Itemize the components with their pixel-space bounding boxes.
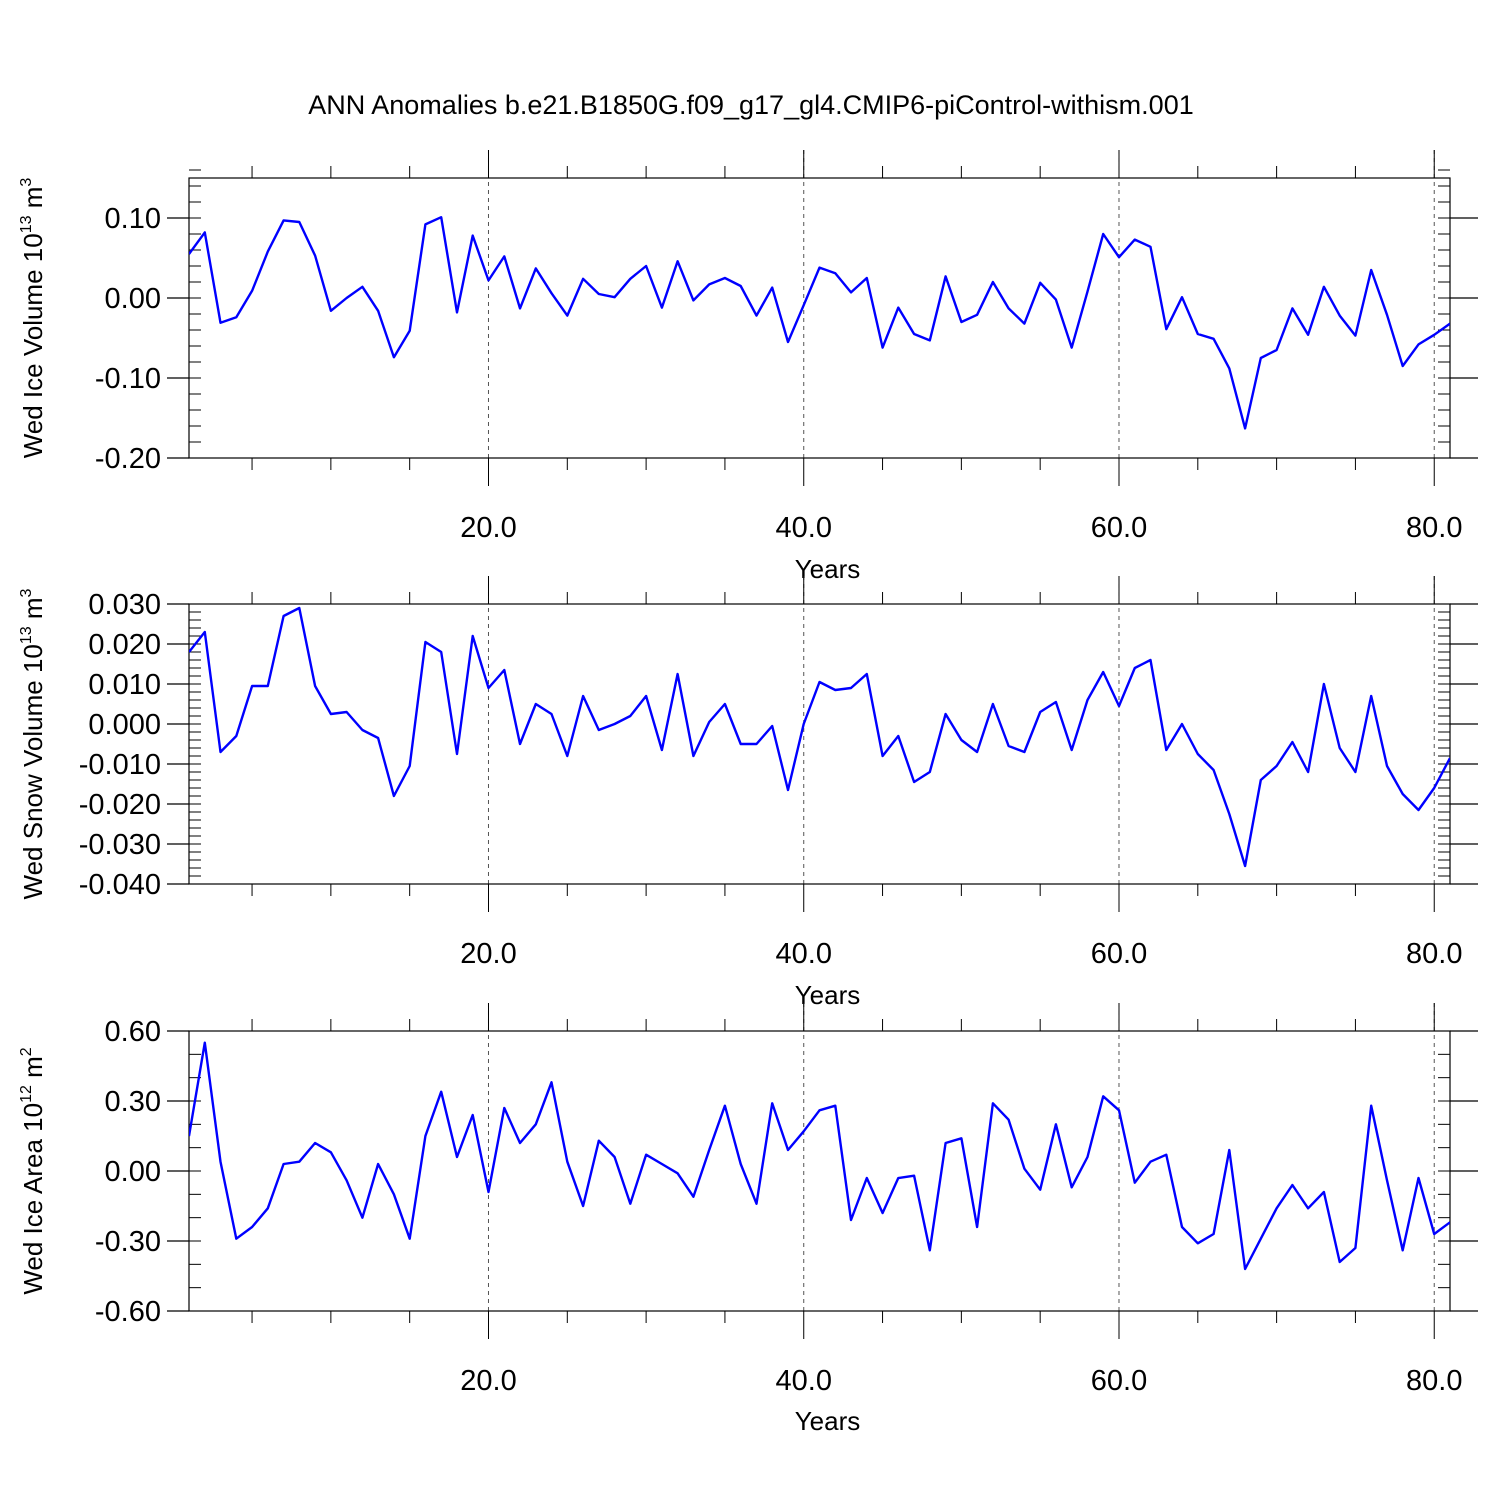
series-line <box>189 1041 1450 1271</box>
y-tick-label: 0.60 <box>105 1016 161 1048</box>
x-tick-label: 80.0 <box>1406 938 1462 970</box>
x-tick-label: 40.0 <box>776 1365 832 1397</box>
y-tick-label: 0.010 <box>88 669 161 701</box>
x-axis-title: Years <box>795 980 861 1010</box>
panel-1: -0.20 -0.10 0.00 0.10 20.0 40.0 60.0 80.0 Years W… <box>18 150 1478 584</box>
x-tick-label: 20.0 <box>460 938 516 970</box>
x-tick-label: 80.0 <box>1406 512 1462 544</box>
panel-2: -0.040 -0.030 -0.020 -0.010 0.000 0.010 0.020 0… <box>18 576 1478 1010</box>
x-tick-label: 60.0 <box>1091 1365 1147 1397</box>
x-tick-label: 40.0 <box>776 938 832 970</box>
y-axis-title: Wed Ice Area 1012 m2 <box>18 1047 48 1294</box>
y-axis-title-text: Wed Ice Volume 10 <box>18 233 48 458</box>
y-tick-label: 0.00 <box>105 283 161 315</box>
y-axis-title: Wed Ice Volume 1013 m3 <box>18 178 48 459</box>
x-tick-label: 40.0 <box>776 512 832 544</box>
y-tick-label: -0.020 <box>79 789 161 821</box>
y-axis-title-unit-exponent: 2 <box>18 1047 35 1056</box>
x-axis-title: Years <box>795 554 861 584</box>
y-tick-label: 0.030 <box>88 589 161 621</box>
y-tick-label: 0.020 <box>88 629 161 661</box>
x-tick-label: 60.0 <box>1091 512 1147 544</box>
series-line <box>189 606 1450 868</box>
y-tick-label: 0.30 <box>105 1086 161 1118</box>
x-tick-label: 20.0 <box>460 1365 516 1397</box>
y-tick-label: -0.60 <box>95 1296 161 1328</box>
plot-frame <box>188 177 1451 459</box>
y-axis-title-unit-exponent: 3 <box>18 588 35 597</box>
series-line <box>189 215 1450 430</box>
y-axis-title-unit: m <box>18 1056 48 1085</box>
figure-title: ANN Anomalies b.e21.B1850G.f09_g17_gl4.C… <box>308 90 1193 120</box>
y-tick-label: -0.30 <box>95 1226 161 1258</box>
y-axis-title-unit: m <box>18 597 48 626</box>
y-tick-label: -0.20 <box>95 443 161 475</box>
y-tick-label: -0.10 <box>95 363 161 395</box>
plot-frame <box>188 603 1451 885</box>
y-tick-label: 0.000 <box>88 709 161 741</box>
y-axis-title-exponent: 13 <box>18 215 35 233</box>
y-axis-title-unit: m <box>18 187 48 216</box>
y-axis-title: Wed Snow Volume 1013 m3 <box>18 588 48 899</box>
y-axis-title-exponent: 13 <box>18 626 35 644</box>
y-axis-title-text: Wed Snow Volume 10 <box>18 644 48 899</box>
panels: -0.20 -0.10 0.00 0.10 20.0 40.0 60.0 80.0 Years W… <box>18 150 1478 1436</box>
y-tick-label: 0.00 <box>105 1156 161 1188</box>
y-axis-title-exponent: 12 <box>18 1085 35 1103</box>
x-tick-label: 60.0 <box>1091 938 1147 970</box>
x-tick-label: 20.0 <box>460 512 516 544</box>
panel-3: -0.60 -0.30 0.00 0.30 0.60 20.0 40.0 60.0 80.0 Ye… <box>18 1003 1478 1436</box>
y-tick-label: -0.040 <box>79 869 161 901</box>
y-tick-label: -0.010 <box>79 749 161 781</box>
plot-frame <box>188 1030 1451 1312</box>
x-axis-title: Years <box>795 1406 861 1436</box>
y-tick-label: 0.10 <box>105 203 161 235</box>
y-axis-title-unit-exponent: 3 <box>18 178 35 187</box>
y-tick-label: -0.030 <box>79 829 161 861</box>
x-tick-label: 80.0 <box>1406 1365 1462 1397</box>
y-axis-title-text: Wed Ice Area 10 <box>18 1103 48 1295</box>
